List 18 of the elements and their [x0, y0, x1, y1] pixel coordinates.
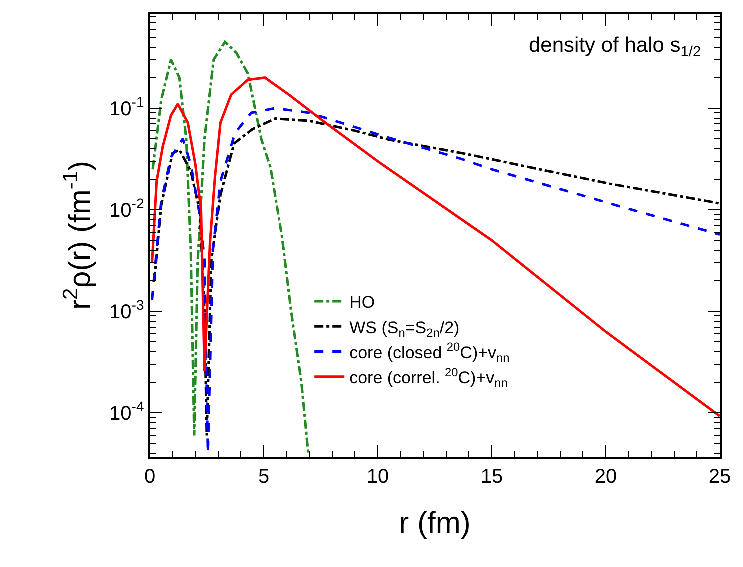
x-tick-label: 25 — [708, 466, 732, 488]
x-tick-label: 0 — [144, 466, 156, 488]
y-tick-label: 10$^{-2}$ — [110, 196, 144, 222]
x-tick-label: 15 — [480, 466, 504, 488]
line-series — [152, 40, 310, 455]
legend-label: HO — [350, 293, 376, 312]
legend-label: core (closed $^{20}$C)+v$_{nn}$ — [350, 340, 510, 365]
x-axis-title: r (fm) — [399, 506, 471, 540]
y-tick-label: 10$^{-4}$ — [110, 398, 144, 426]
legend-label: WS (S$_{n}$=S$_{2n}$/2) — [350, 318, 460, 340]
legend-label: core (correl. $^{20}$C)+v$_{nn}$ — [350, 365, 508, 390]
text: density of halo s$_{1/2}$ — [529, 34, 702, 60]
x-tick-label: 10 — [366, 466, 390, 488]
y-tick-label: 10$^{-3}$ — [110, 297, 144, 324]
x-tick-label: 5 — [258, 466, 270, 488]
x-tick-label: 20 — [594, 466, 618, 488]
line-series — [151, 76, 720, 418]
y-tick-label: 10$^{-1}$ — [110, 94, 144, 120]
